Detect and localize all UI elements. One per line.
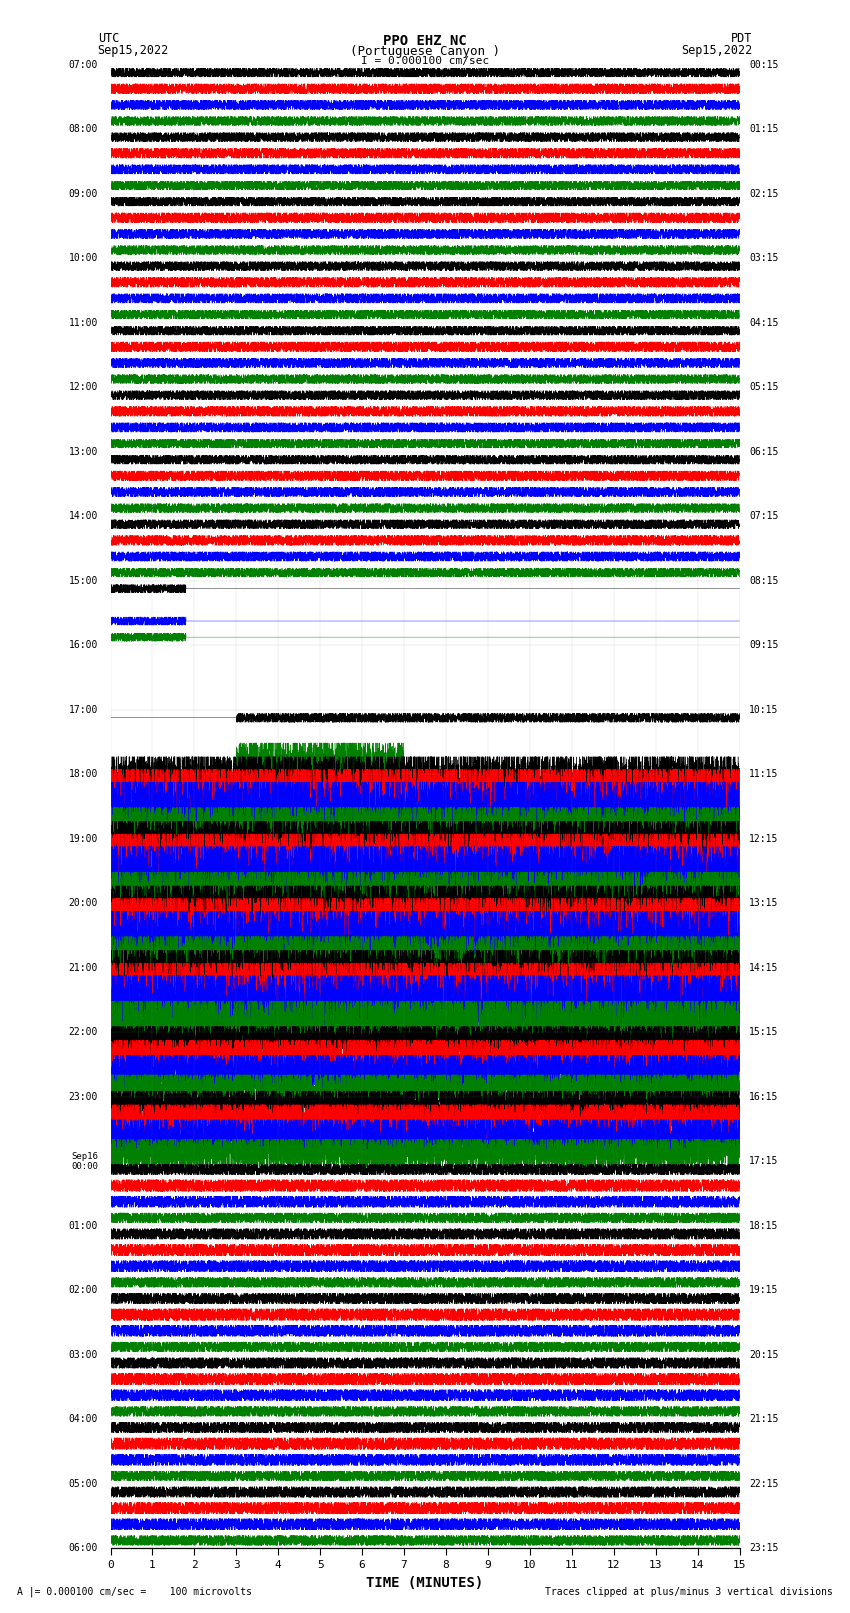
Text: 19:00: 19:00 [69,834,98,844]
Text: 18:00: 18:00 [69,769,98,779]
Text: Sep16
00:00: Sep16 00:00 [71,1152,98,1171]
Text: 05:00: 05:00 [69,1479,98,1489]
Text: 09:15: 09:15 [749,640,779,650]
Text: 23:00: 23:00 [69,1092,98,1102]
Text: 17:00: 17:00 [69,705,98,715]
Text: 02:15: 02:15 [749,189,779,198]
Text: 07:15: 07:15 [749,511,779,521]
Text: I = 0.000100 cm/sec: I = 0.000100 cm/sec [361,56,489,66]
Text: 06:00: 06:00 [69,1544,98,1553]
Text: 05:15: 05:15 [749,382,779,392]
Text: 04:00: 04:00 [69,1415,98,1424]
Text: 20:00: 20:00 [69,898,98,908]
Text: 13:15: 13:15 [749,898,779,908]
Text: 03:00: 03:00 [69,1350,98,1360]
Text: 11:00: 11:00 [69,318,98,327]
Text: 14:15: 14:15 [749,963,779,973]
Text: 15:00: 15:00 [69,576,98,586]
Text: 23:15: 23:15 [749,1544,779,1553]
Text: Traces clipped at plus/minus 3 vertical divisions: Traces clipped at plus/minus 3 vertical … [545,1587,833,1597]
Text: 12:15: 12:15 [749,834,779,844]
Text: 10:15: 10:15 [749,705,779,715]
Text: PDT: PDT [731,32,752,45]
Text: (Portuguese Canyon ): (Portuguese Canyon ) [350,45,500,58]
Text: 20:15: 20:15 [749,1350,779,1360]
Text: 21:00: 21:00 [69,963,98,973]
Text: 22:00: 22:00 [69,1027,98,1037]
Text: 22:15: 22:15 [749,1479,779,1489]
Text: Sep15,2022: Sep15,2022 [681,44,752,56]
Text: 13:00: 13:00 [69,447,98,456]
Text: 03:15: 03:15 [749,253,779,263]
Text: 16:15: 16:15 [749,1092,779,1102]
Text: 00:15: 00:15 [749,60,779,69]
X-axis label: TIME (MINUTES): TIME (MINUTES) [366,1576,484,1590]
Text: 18:15: 18:15 [749,1221,779,1231]
Text: 08:15: 08:15 [749,576,779,586]
Text: A |= 0.000100 cm/sec =    100 microvolts: A |= 0.000100 cm/sec = 100 microvolts [17,1586,252,1597]
Text: 14:00: 14:00 [69,511,98,521]
Text: 10:00: 10:00 [69,253,98,263]
Text: 08:00: 08:00 [69,124,98,134]
Text: 01:00: 01:00 [69,1221,98,1231]
Text: 21:15: 21:15 [749,1415,779,1424]
Text: 12:00: 12:00 [69,382,98,392]
Text: UTC: UTC [98,32,119,45]
Text: 07:00: 07:00 [69,60,98,69]
Text: PPO EHZ NC: PPO EHZ NC [383,34,467,48]
Text: 19:15: 19:15 [749,1286,779,1295]
Text: 11:15: 11:15 [749,769,779,779]
Text: 01:15: 01:15 [749,124,779,134]
Text: 09:00: 09:00 [69,189,98,198]
Text: 16:00: 16:00 [69,640,98,650]
Text: Sep15,2022: Sep15,2022 [98,44,169,56]
Text: 17:15: 17:15 [749,1157,779,1166]
Text: 04:15: 04:15 [749,318,779,327]
Text: 15:15: 15:15 [749,1027,779,1037]
Text: 06:15: 06:15 [749,447,779,456]
Text: 02:00: 02:00 [69,1286,98,1295]
